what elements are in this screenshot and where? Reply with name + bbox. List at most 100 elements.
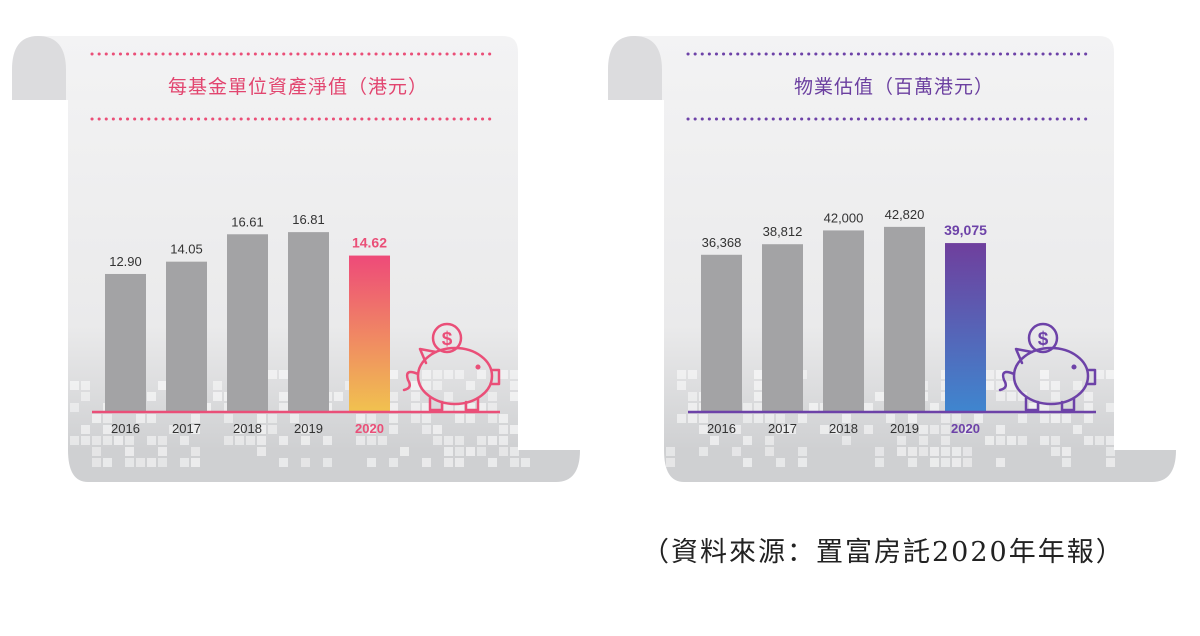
texture-tile [1084, 436, 1093, 445]
texture-tile [732, 447, 741, 456]
data-label: 42,820 [885, 207, 925, 222]
texture-tile [1084, 392, 1093, 401]
texture-tile [1018, 414, 1027, 423]
texture-tile [510, 425, 519, 434]
texture-tile [81, 381, 90, 390]
texture-tile [158, 447, 167, 456]
dollar-sign-glyph: $ [442, 329, 453, 350]
texture-tile [455, 436, 464, 445]
texture-tile [1040, 403, 1049, 412]
texture-tile [356, 436, 365, 445]
tick-label: 2018 [233, 421, 262, 436]
texture-tile [842, 414, 851, 423]
texture-tile [158, 458, 167, 467]
texture-tile [1084, 403, 1093, 412]
texture-tile [70, 403, 79, 412]
tick-label: 2017 [768, 421, 797, 436]
texture-tile [367, 436, 376, 445]
dollar-coin-icon: $ [431, 322, 463, 354]
texture-tile [422, 414, 431, 423]
texture-tile [389, 403, 398, 412]
texture-tile [677, 370, 686, 379]
texture-tile [743, 414, 752, 423]
texture-tile [257, 425, 266, 434]
texture-tile [268, 425, 277, 434]
texture-tile [499, 447, 508, 456]
texture-tile [952, 447, 961, 456]
texture-tile [81, 425, 90, 434]
tick-label: 2018 [829, 421, 858, 436]
texture-tile [147, 392, 156, 401]
texture-tile [389, 425, 398, 434]
texture-tile [776, 425, 785, 434]
texture-tile [710, 436, 719, 445]
texture-tile [1051, 381, 1060, 390]
texture-tile [103, 414, 112, 423]
texture-tile [908, 458, 917, 467]
texture-tile [521, 458, 530, 467]
texture-tile [1073, 381, 1082, 390]
texture-tile [367, 414, 376, 423]
texture-tile [809, 403, 818, 412]
texture-tile [1106, 458, 1115, 467]
texture-tile [521, 403, 530, 412]
texture-tile [334, 392, 343, 401]
texture-tile [930, 425, 939, 434]
texture-tile [488, 403, 497, 412]
texture-tile [455, 458, 464, 467]
texture-tile [114, 436, 123, 445]
texture-tile [941, 414, 950, 423]
texture-tile [996, 370, 1005, 379]
texture-tile [930, 447, 939, 456]
texture-tile [1062, 414, 1071, 423]
scroll-curl-top [12, 36, 66, 100]
texture-tile [411, 414, 420, 423]
texture-tile [92, 447, 101, 456]
texture-tile [666, 458, 675, 467]
texture-tile [996, 458, 1005, 467]
texture-tile [765, 436, 774, 445]
texture-tile [930, 403, 939, 412]
texture-tile [147, 414, 156, 423]
texture-tile [897, 447, 906, 456]
texture-tile [323, 436, 332, 445]
texture-tile [389, 370, 398, 379]
texture-tile [1095, 436, 1104, 445]
data-label: 14.62 [352, 235, 387, 251]
texture-tile [1117, 414, 1126, 423]
texture-tile [191, 458, 200, 467]
texture-tile [389, 392, 398, 401]
texture-tile [180, 458, 189, 467]
texture-tile [389, 414, 398, 423]
texture-tile [125, 447, 134, 456]
texture-tile [1040, 381, 1049, 390]
bar [105, 273, 146, 412]
texture-tile [798, 458, 807, 467]
texture-tile [378, 436, 387, 445]
texture-tile [444, 447, 453, 456]
texture-tile [754, 392, 763, 401]
texture-tile [191, 425, 200, 434]
texture-tile [963, 425, 972, 434]
texture-tile [279, 458, 288, 467]
data-label: 36,368 [702, 235, 742, 250]
chart-panel-nav: 12.90 2016 14.05 2017 16.61 2018 16.81 2019 14.6… [8, 30, 588, 490]
texture-tile [499, 436, 508, 445]
texture-tile [422, 381, 431, 390]
texture-tile [787, 425, 796, 434]
texture-tile [433, 381, 442, 390]
texture-tile [1018, 392, 1027, 401]
texture-tile [688, 414, 697, 423]
texture-tile [477, 370, 486, 379]
piggy-tail [998, 370, 1016, 392]
texture-tile [1106, 436, 1115, 445]
bar [823, 230, 864, 412]
piggy-snout [1086, 368, 1097, 386]
nav-chart: 12.90 2016 14.05 2017 16.61 2018 16.81 2019 14.6… [12, 36, 580, 482]
texture-tile [842, 436, 851, 445]
texture-tile [820, 425, 829, 434]
texture-tile [743, 403, 752, 412]
coin-outline [1027, 322, 1059, 354]
bar [288, 232, 329, 412]
texture-tile [444, 370, 453, 379]
